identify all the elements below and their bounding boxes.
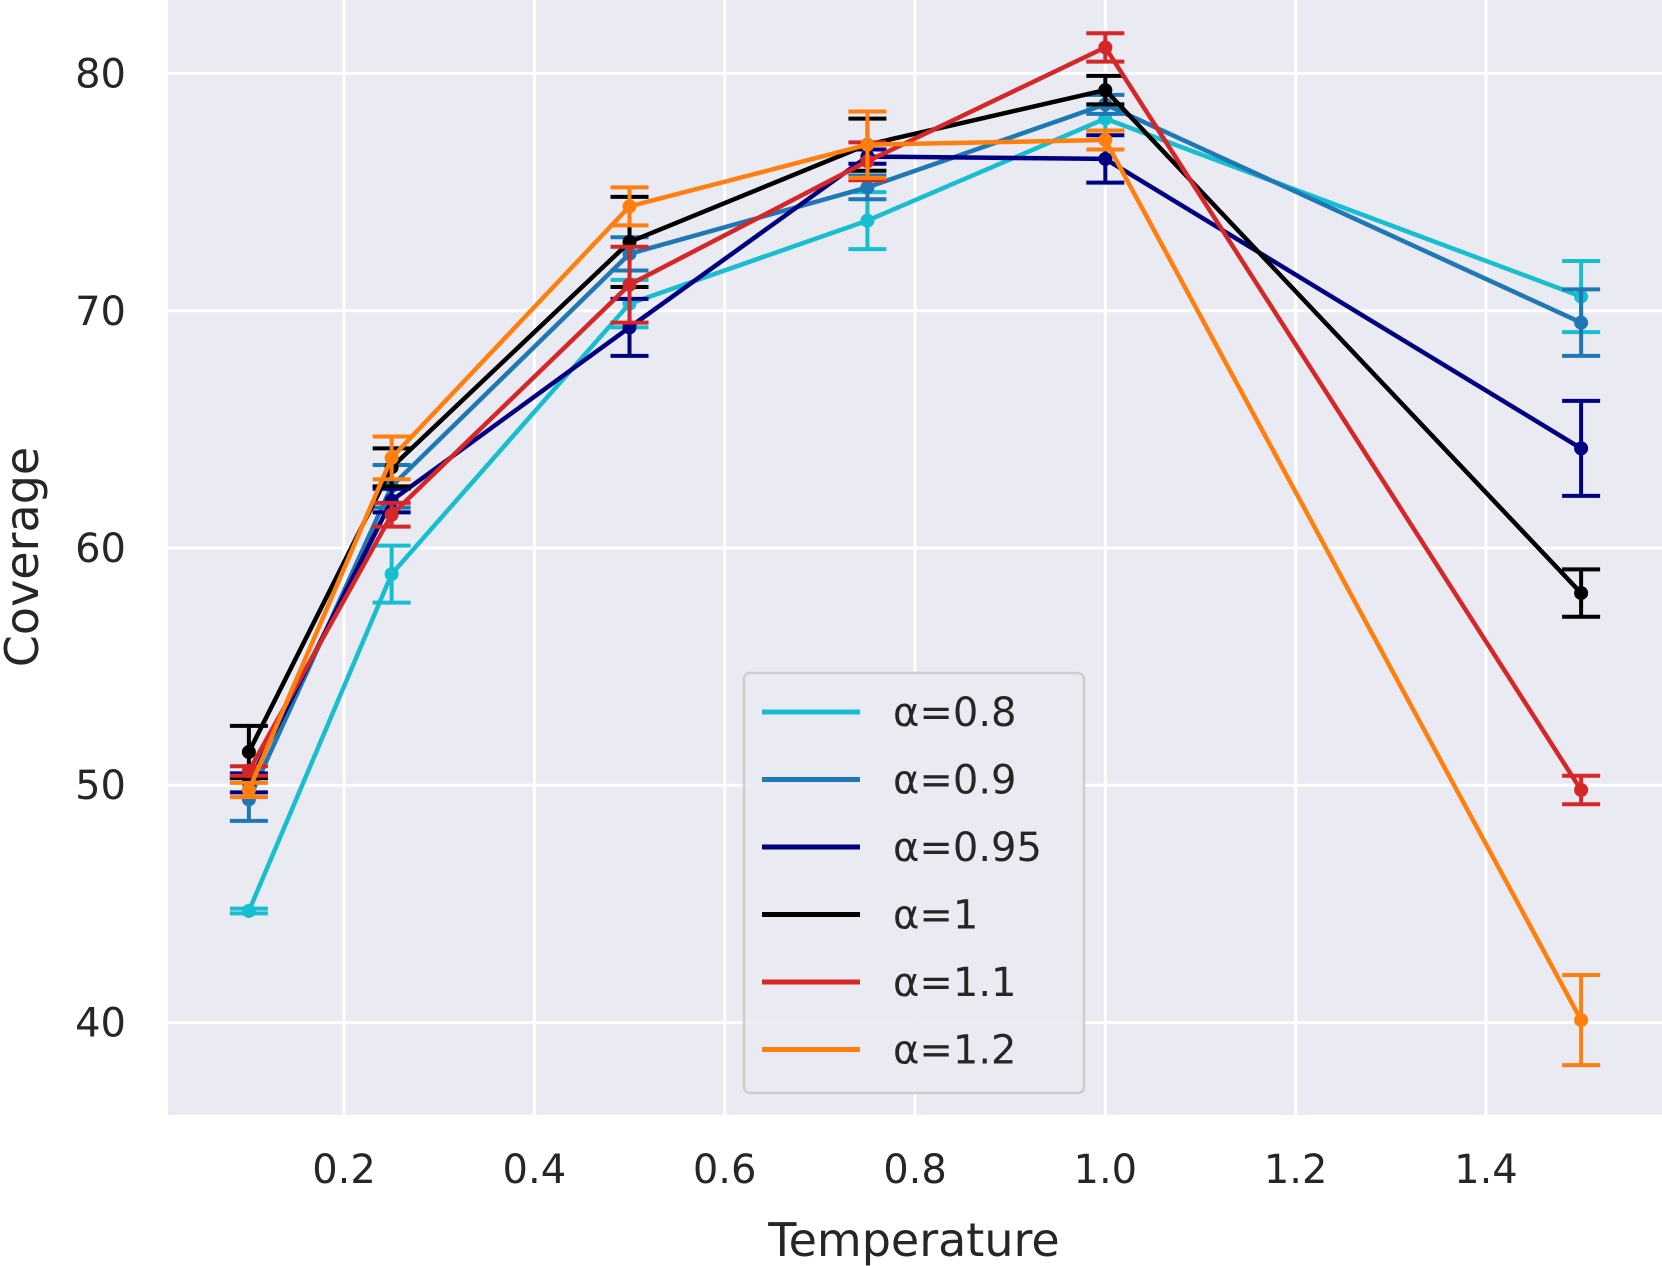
x-tick-label: 1.0 xyxy=(1074,1147,1138,1193)
data-point xyxy=(384,567,399,582)
data-point xyxy=(241,903,256,918)
x-axis-label: Temperature xyxy=(767,1213,1059,1266)
legend-label: α=1.1 xyxy=(893,960,1017,1006)
legend-entry: α=0.9 xyxy=(762,758,1017,804)
data-point xyxy=(860,180,875,195)
data-point xyxy=(384,450,399,465)
legend-label: α=1 xyxy=(893,893,978,939)
legend-label: α=1.2 xyxy=(893,1028,1017,1074)
legend-entry: α=1.2 xyxy=(762,1028,1017,1074)
legend: α=0.8 α=0.9 α=0.95 α=1 α=1.1 α=1.2 xyxy=(742,671,1086,1095)
series-line xyxy=(246,154,1584,786)
data-point xyxy=(241,782,256,797)
data-point xyxy=(241,745,256,760)
legend-entry: α=0.95 xyxy=(762,825,1042,871)
legend-label: α=0.95 xyxy=(893,825,1042,871)
y-tick-label: 50 xyxy=(75,763,126,809)
data-point xyxy=(622,277,637,292)
data-point xyxy=(1574,441,1589,456)
y-tick-label: 60 xyxy=(75,526,126,572)
x-tick-label: 1.2 xyxy=(1264,1147,1328,1193)
y-tick-label: 80 xyxy=(75,52,126,98)
data-point xyxy=(1574,1013,1589,1028)
legend-entry: α=0.8 xyxy=(762,690,1017,736)
data-point xyxy=(1574,586,1589,601)
legend-entry: α=1 xyxy=(762,893,978,939)
data-point xyxy=(860,213,875,228)
x-tick-label: 0.2 xyxy=(312,1147,376,1193)
data-point xyxy=(1574,782,1589,797)
y-tick-label: 40 xyxy=(75,1000,126,1046)
data-point xyxy=(622,199,637,214)
x-tick-label: 0.8 xyxy=(883,1147,947,1193)
series-group xyxy=(229,31,1601,1068)
data-point xyxy=(241,764,256,779)
x-tick-label: 0.6 xyxy=(693,1147,757,1193)
data-point xyxy=(1098,132,1113,147)
series-line xyxy=(246,45,1584,793)
x-tick-label: 1.4 xyxy=(1454,1147,1518,1193)
legend-entry: α=1.1 xyxy=(762,960,1017,1006)
y-axis-label: Coverage xyxy=(0,447,49,667)
tick-labels: 0.2 0.4 0.6 0.8 1.0 1.2 1.4 40 50 60 70 80 xyxy=(75,52,1518,1193)
data-point xyxy=(1098,151,1113,166)
series-1 xyxy=(229,104,1601,918)
data-point xyxy=(1098,40,1113,55)
legend-label: α=0.8 xyxy=(893,690,1017,736)
data-point xyxy=(384,507,399,522)
series-line xyxy=(246,116,1584,914)
series-line xyxy=(246,137,1584,1023)
x-tick-label: 0.4 xyxy=(503,1147,567,1193)
data-point xyxy=(1098,83,1113,98)
data-point xyxy=(860,137,875,152)
grid xyxy=(168,0,1662,1115)
series-6 xyxy=(229,109,1601,1068)
y-tick-label: 70 xyxy=(75,289,126,335)
data-point xyxy=(1574,315,1589,330)
legend-label: α=0.9 xyxy=(893,758,1017,804)
